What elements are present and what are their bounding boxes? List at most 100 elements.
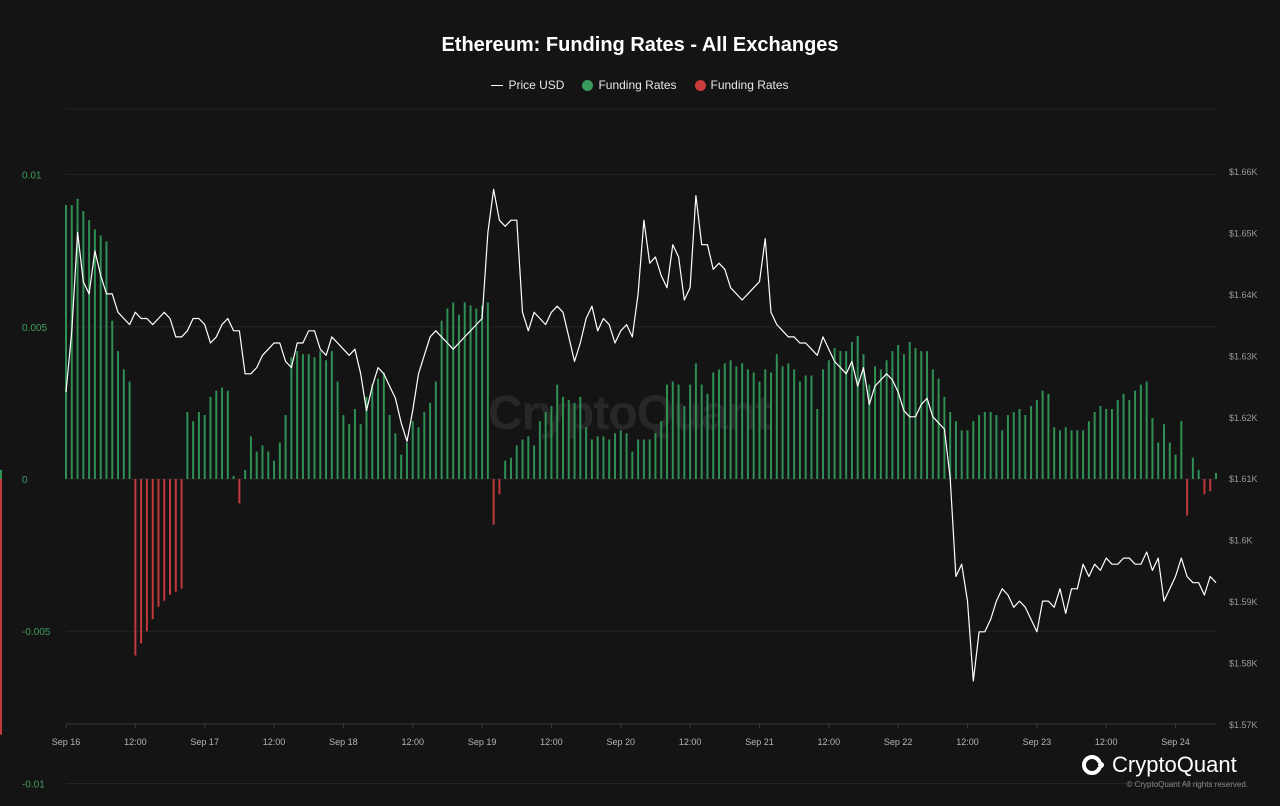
funding-bar — [666, 384, 669, 479]
funding-bar — [99, 235, 102, 479]
funding-bar — [423, 412, 426, 479]
funding-bar — [822, 369, 825, 479]
funding-bar — [660, 421, 663, 479]
funding-bar — [301, 354, 304, 479]
funding-bar — [972, 421, 975, 479]
funding-bar — [931, 369, 934, 479]
funding-bar — [255, 451, 258, 479]
funding-bar — [1162, 424, 1165, 479]
funding-bar — [550, 405, 553, 479]
funding-bar — [365, 396, 368, 479]
funding-bar — [1151, 418, 1154, 479]
funding-bar — [244, 469, 247, 479]
funding-bar — [1053, 427, 1056, 479]
funding-bar — [602, 436, 605, 479]
funding-bar — [226, 390, 229, 479]
funding-bar — [313, 357, 316, 479]
funding-bar — [417, 427, 420, 479]
funding-bar — [509, 457, 512, 479]
price-line — [65, 188, 1217, 682]
funding-bar — [353, 408, 356, 479]
funding-bar — [1006, 415, 1009, 479]
funding-bar — [874, 366, 877, 479]
x-tick-label: 12:00 — [124, 737, 147, 747]
legend-dot-green — [582, 79, 594, 91]
funding-bar — [0, 469, 2, 479]
funding-bar — [400, 454, 403, 479]
funding-bar — [625, 433, 628, 479]
y-right-tick-label: $1.61K — [1229, 474, 1258, 484]
funding-bar — [827, 360, 830, 479]
funding-bar — [758, 381, 761, 479]
funding-bar — [995, 415, 998, 479]
funding-bar — [307, 354, 310, 479]
funding-bar — [839, 351, 842, 479]
y-right-tick-label: $1.63K — [1229, 351, 1258, 361]
funding-bar — [1047, 393, 1050, 479]
funding-bar — [752, 372, 755, 479]
funding-bar — [261, 445, 264, 479]
funding-bar — [174, 479, 177, 592]
cryptoquant-logo-icon — [1082, 755, 1104, 775]
legend-line-marker — [491, 84, 504, 86]
funding-bar — [111, 320, 114, 479]
funding-bar — [93, 229, 96, 479]
y-right-tick-label: $1.66K — [1229, 167, 1258, 177]
funding-bar — [215, 390, 218, 479]
y-right-tick-label: $1.58K — [1229, 659, 1258, 669]
funding-bar — [192, 421, 195, 479]
funding-bar — [891, 351, 894, 479]
funding-bar — [1058, 430, 1061, 479]
funding-bar — [954, 421, 957, 479]
funding-bar — [278, 442, 281, 479]
funding-bar — [885, 360, 888, 479]
legend-item-funding-positive[interactable]: Funding Rates — [582, 78, 677, 92]
legend-item-funding-negative[interactable]: Funding Rates — [694, 78, 789, 92]
funding-bar — [642, 439, 645, 479]
funding-bar — [382, 372, 385, 479]
funding-bar — [76, 198, 79, 479]
funding-bar — [1134, 390, 1137, 479]
funding-bar — [533, 445, 536, 479]
funding-bar — [868, 384, 871, 479]
funding-bar — [1070, 430, 1073, 479]
funding-bar — [457, 314, 460, 479]
funding-bar — [862, 354, 865, 479]
funding-bar — [845, 351, 848, 479]
legend-item-price[interactable]: Price USD — [491, 78, 564, 92]
y-right-tick-label: $1.64K — [1229, 290, 1258, 300]
funding-bar — [1174, 454, 1177, 479]
funding-bar — [937, 378, 940, 479]
funding-bar — [1110, 408, 1113, 479]
funding-bar — [290, 357, 293, 479]
funding-bar — [671, 381, 674, 479]
funding-bar — [833, 348, 836, 479]
funding-bar — [735, 366, 738, 479]
brand-name: CryptoQuant — [1112, 752, 1237, 777]
funding-bar — [1035, 399, 1038, 479]
funding-bar — [1018, 408, 1021, 479]
funding-bar — [65, 204, 67, 479]
funding-bar — [267, 451, 270, 479]
funding-bar — [498, 479, 501, 495]
funding-bar — [897, 345, 900, 479]
funding-bar — [856, 335, 859, 479]
funding-bar — [238, 479, 241, 504]
funding-bar — [70, 204, 73, 479]
x-tick-label: 12:00 — [401, 737, 424, 747]
funding-bar — [1076, 430, 1079, 479]
funding-bar — [1128, 399, 1131, 479]
axes: 0.01 0.005 0 -0.005 -0.01 $1.66K $1.65K $1.64K $… — [22, 167, 1258, 790]
funding-bar — [579, 396, 582, 479]
y-left-tick-label: 0.01 — [22, 171, 42, 182]
funding-bar — [1186, 479, 1189, 516]
funding-bar — [88, 220, 91, 479]
y-right-tick-label: $1.59K — [1229, 597, 1258, 607]
funding-bar — [348, 424, 351, 479]
funding-bar — [631, 451, 634, 479]
x-tick-label: 12:00 — [540, 737, 563, 747]
funding-bar — [538, 421, 541, 479]
x-tick-label: Sep 22 — [884, 737, 913, 747]
funding-bar — [434, 381, 437, 479]
funding-bar — [793, 369, 796, 479]
